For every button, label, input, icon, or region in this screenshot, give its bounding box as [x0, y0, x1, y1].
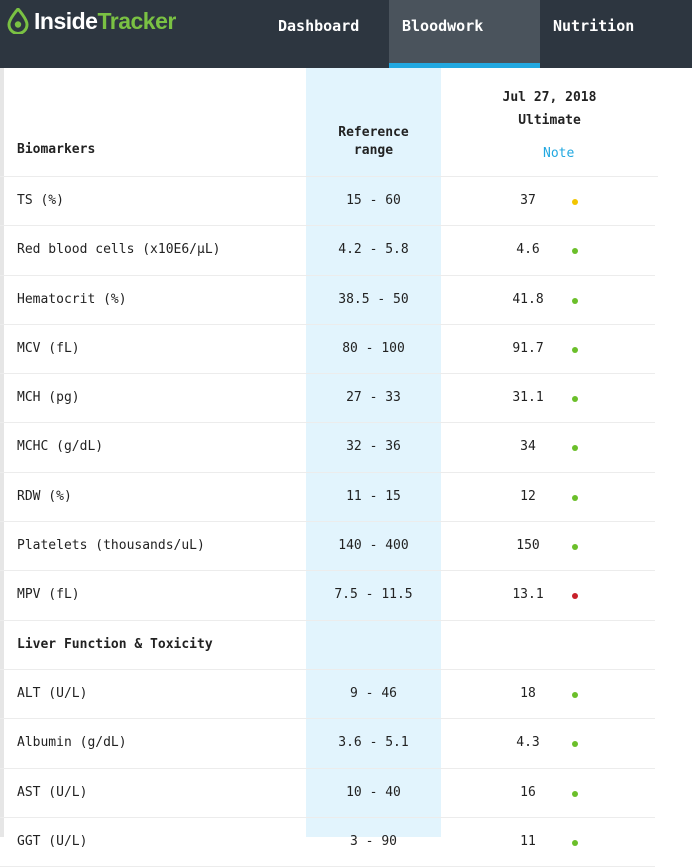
reference-range: 7.5 - 11.5 — [334, 587, 413, 603]
biomarker-value: 16 — [520, 784, 536, 800]
status-dot-icon — [572, 346, 578, 353]
table-row[interactable]: Platelets (thousands/uL) 140 - 400 150 — [0, 522, 655, 572]
status-dot-icon — [572, 396, 578, 403]
reference-range: 3.6 - 5.1 — [338, 735, 409, 751]
nav-tab-bloodwork[interactable]: Bloodwork — [389, 0, 540, 68]
biomarker-value: 13.1 — [512, 587, 544, 603]
biomarker-name: TS (%) — [17, 193, 64, 208]
logo-wordmark: InsideTracker — [34, 8, 176, 35]
header-reference-line2: range — [353, 143, 394, 158]
header-test-plan: Ultimate — [518, 113, 581, 128]
biomarker-name: Hematocrit (%) — [17, 291, 127, 307]
nav-tab-dashboard-label: Dashboard — [278, 17, 360, 35]
status-dot-icon — [572, 544, 578, 551]
insidetracker-logo[interactable]: InsideTracker — [6, 6, 176, 36]
status-dot-icon — [572, 445, 578, 452]
biomarker-name: AST (U/L) — [17, 784, 88, 800]
header-reference-line1: Reference — [338, 125, 409, 140]
status-dot-icon — [572, 248, 578, 255]
biomarker-name: Albumin (g/dL) — [17, 735, 127, 751]
nav-tab-dashboard[interactable]: Dashboard — [270, 0, 388, 68]
table-row[interactable]: RDW (%) 11 - 15 12 — [0, 473, 655, 523]
bloodwork-table: Biomarkers Reference range Jul 27, 2018 … — [0, 68, 692, 867]
header-biomarkers: Biomarkers — [17, 142, 96, 157]
reference-range: 4.2 - 5.8 — [338, 242, 409, 258]
biomarker-value: 91.7 — [512, 340, 544, 356]
note-link[interactable]: Note — [543, 146, 575, 161]
biomarker-value: 34 — [520, 439, 536, 455]
biomarker-value: 11 — [520, 833, 536, 849]
table-row[interactable]: MPV (fL) 7.5 - 11.5 13.1 — [0, 571, 655, 621]
table-row[interactable]: MCV (fL) 80 - 100 91.7 — [0, 325, 655, 375]
biomarker-name: ALT (U/L) — [17, 685, 88, 701]
table-row[interactable]: MCH (pg) 27 - 33 31.1 — [0, 374, 655, 424]
table-row[interactable]: ALT (U/L) 9 - 46 18 — [0, 670, 655, 720]
biomarker-value: 12 — [520, 488, 536, 504]
table-row[interactable]: AST (U/L) 10 - 40 16 — [0, 769, 655, 818]
status-dot-icon — [572, 593, 578, 600]
drop-logo-icon — [7, 8, 29, 34]
biomarker-value: 4.6 — [516, 242, 540, 258]
status-dot-icon — [572, 494, 578, 501]
reference-range: 140 - 400 — [338, 538, 409, 554]
header-test-date: Jul 27, 2018 — [502, 90, 597, 105]
top-nav-bar: InsideTracker Dashboard Bloodwork Nutrit… — [0, 0, 692, 68]
table-row[interactable]: Albumin (g/dL) 3.6 - 5.1 4.3 — [0, 719, 655, 769]
reference-range: 32 - 36 — [346, 439, 401, 455]
table-row[interactable]: Hematocrit (%) 38.5 - 50 41.8 — [0, 276, 655, 325]
table-header: Biomarkers Reference range Jul 27, 2018 … — [0, 68, 658, 177]
table-row[interactable]: TS (%) 15 - 60 37 — [0, 177, 655, 227]
biomarker-name: Platelets (thousands/uL) — [17, 538, 205, 554]
biomarker-value: 18 — [520, 685, 536, 701]
biomarker-rows: TS (%) 15 - 60 37 Red blood cells (x10E6/µL… — [0, 177, 658, 867]
table-row[interactable]: MCHC (g/dL) 32 - 36 34 — [0, 423, 655, 473]
reference-range: 10 - 40 — [346, 784, 401, 800]
reference-range: 15 - 60 — [346, 193, 401, 208]
biomarker-name: MCHC (g/dL) — [17, 439, 104, 455]
reference-range-column — [306, 68, 441, 837]
biomarker-name: MCH (pg) — [17, 390, 80, 406]
status-dot-icon — [572, 199, 578, 205]
reference-range: 11 - 15 — [346, 488, 401, 504]
logo-text-inside: Inside — [34, 7, 98, 34]
logo-text-tracker: Tracker — [97, 7, 176, 34]
status-dot-icon — [572, 297, 578, 304]
biomarker-value: 37 — [520, 193, 536, 208]
status-dot-icon — [572, 691, 578, 698]
biomarker-value: 41.8 — [512, 291, 544, 307]
biomarker-name: MPV (fL) — [17, 587, 80, 603]
biomarker-value: 150 — [516, 538, 540, 554]
reference-range: 80 - 100 — [342, 340, 405, 356]
active-tab-indicator — [389, 63, 540, 68]
reference-range: 9 - 46 — [350, 685, 397, 701]
nav-tab-bloodwork-label: Bloodwork — [402, 17, 484, 35]
biomarker-name: GGT (U/L) — [17, 833, 88, 849]
biomarker-name: RDW (%) — [17, 488, 72, 504]
biomarker-value: 31.1 — [512, 390, 544, 406]
biomarker-name: Red blood cells (x10E6/µL) — [17, 242, 221, 258]
biomarker-value: 4.3 — [516, 735, 540, 751]
status-dot-icon — [572, 741, 578, 748]
reference-range: 27 - 33 — [346, 390, 401, 406]
table-row[interactable]: GGT (U/L) 3 - 90 11 — [0, 818, 655, 867]
reference-range: 3 - 90 — [350, 833, 397, 849]
table-row[interactable]: Red blood cells (x10E6/µL) 4.2 - 5.8 4.6 — [0, 226, 655, 276]
status-dot-icon — [572, 839, 578, 846]
section-row: Liver Function & Toxicity — [0, 621, 655, 670]
status-dot-icon — [572, 790, 578, 797]
biomarker-name: MCV (fL) — [17, 340, 80, 356]
left-border — [0, 68, 4, 837]
header-reference-range: Reference range — [306, 124, 441, 160]
section-title: Liver Function & Toxicity — [17, 636, 213, 652]
nav-tab-nutrition-label: Nutrition — [553, 17, 635, 35]
nav-tab-nutrition[interactable]: Nutrition — [540, 0, 692, 68]
reference-range: 38.5 - 50 — [338, 291, 409, 307]
